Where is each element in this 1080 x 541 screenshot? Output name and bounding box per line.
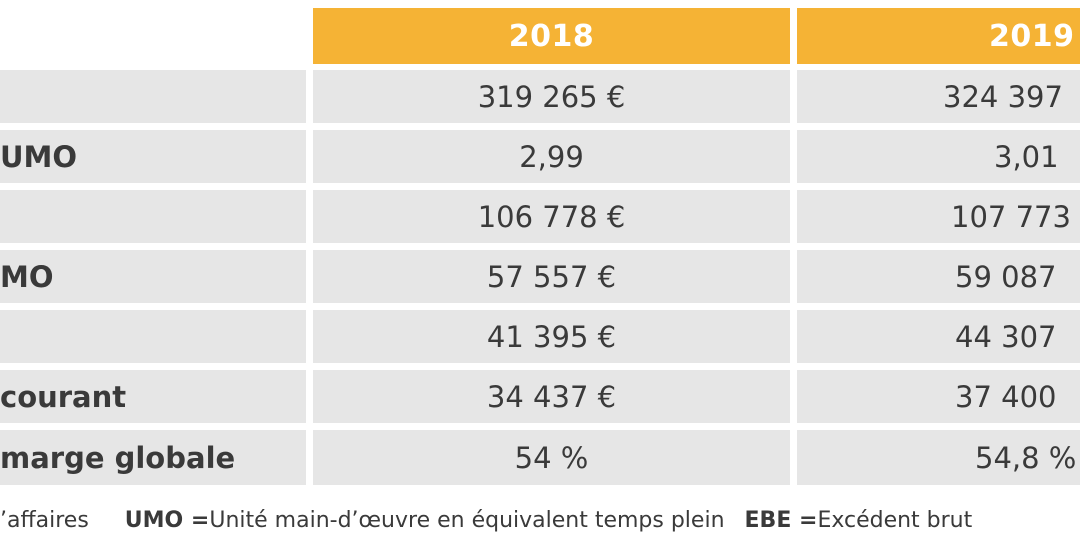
legend-umo-definition: Unité main-d’œuvre en équivalent temps p… (209, 507, 725, 533)
row-label (0, 310, 306, 363)
row-label: marge globale (0, 430, 306, 485)
legend-ebe-abbr: EBE = (744, 507, 818, 533)
column-header-2018: 2018 (313, 8, 790, 64)
row-label: MO (0, 250, 306, 303)
value-2019: 324 397 (797, 70, 1080, 123)
row-label: UMO (0, 130, 306, 183)
row-label (0, 190, 306, 243)
value-2018: 54 % (313, 430, 790, 485)
column-header-2019: 2019 (797, 8, 1080, 64)
value-2018: 319 265 € (313, 70, 790, 123)
value-2018: 2,99 (313, 130, 790, 183)
value-2019: 37 400 (797, 370, 1080, 423)
value-2018: 106 778 € (313, 190, 790, 243)
value-2018: 41 395 € (313, 310, 790, 363)
value-2019: 44 307 (797, 310, 1080, 363)
legend-ebe-definition: Excédent brut (817, 507, 973, 533)
value-2019: 54,8 % (797, 430, 1080, 485)
value-2018: 34 437 € (313, 370, 790, 423)
legend-item-1: ’affaires (0, 507, 89, 533)
value-2019: 59 087 (797, 250, 1080, 303)
value-2019: 3,01 (797, 130, 1080, 183)
row-label: courant (0, 370, 306, 423)
value-2018: 57 557 € (313, 250, 790, 303)
legend: ’affaires UMO = Unité main-d’œuvre en éq… (0, 505, 1080, 535)
legend-umo-abbr: UMO = (124, 507, 210, 533)
value-2019: 107 773 (797, 190, 1080, 243)
row-label (0, 70, 306, 123)
